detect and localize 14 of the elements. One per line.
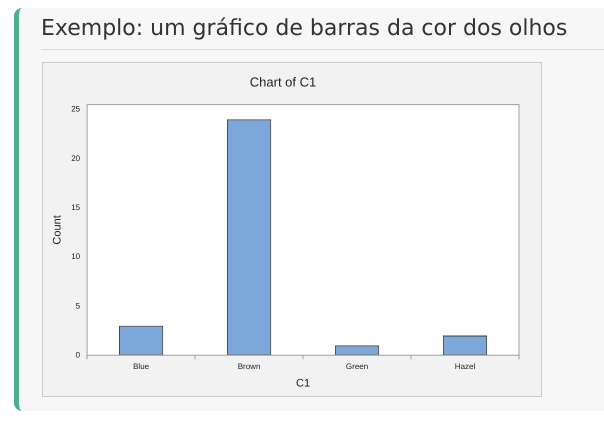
y-tick-label: 5 bbox=[76, 301, 81, 310]
y-tick-label: 10 bbox=[71, 252, 81, 262]
y-tick-label: 20 bbox=[71, 154, 81, 163]
x-axis-title: C1 bbox=[296, 377, 310, 390]
chart-title: Exemplo: um gráfico de barras da cor dos olhos bbox=[41, 16, 568, 41]
x-tick-label: Blue bbox=[133, 362, 150, 372]
y-axis-title: Count bbox=[52, 215, 64, 245]
x-tick-label: Brown bbox=[238, 362, 260, 372]
y-tick-label: 0 bbox=[76, 350, 81, 360]
y-tick-label: 25 bbox=[71, 104, 81, 114]
x-tick-label: Hazel bbox=[454, 362, 476, 372]
x-tick-label: Green bbox=[346, 362, 368, 372]
y-tick-label: 15 bbox=[71, 202, 81, 212]
chart-subtitle: Chart of C1 bbox=[250, 74, 316, 90]
